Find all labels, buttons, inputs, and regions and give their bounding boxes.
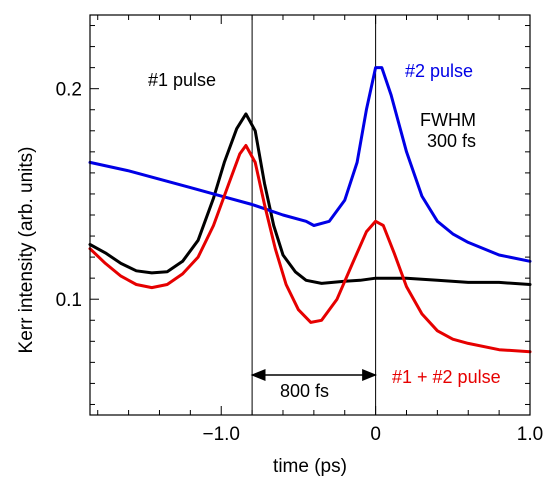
series-line <box>88 66 532 263</box>
axes: −1.0 0 1.0 0.1 0.2 <box>56 14 543 445</box>
annotation-pulse2: #2 pulse <box>405 61 473 81</box>
x-tick-label: −1.0 <box>202 424 240 445</box>
x-axis-label: time (ps) <box>273 456 347 477</box>
x-tick-label: 0 <box>370 424 381 445</box>
annotation-fwhm-line1: FWHM <box>420 110 476 130</box>
series-line <box>88 144 532 354</box>
annotation-sum-pulse: #1 + #2 pulse <box>392 367 501 387</box>
annotation-fwhm-line2: 300 fs <box>427 131 476 151</box>
annotation-delay: 800 fs <box>280 381 329 401</box>
y-axis-label: Kerr intensity (arb. units) <box>16 147 37 354</box>
x-tick-label: 1.0 <box>517 424 543 445</box>
annotation-pulse1: #1 pulse <box>148 70 216 90</box>
y-tick-label: 0.1 <box>56 290 82 311</box>
series-line <box>88 112 532 286</box>
plot-area <box>88 15 532 415</box>
y-tick-label: 0.2 <box>56 80 82 101</box>
